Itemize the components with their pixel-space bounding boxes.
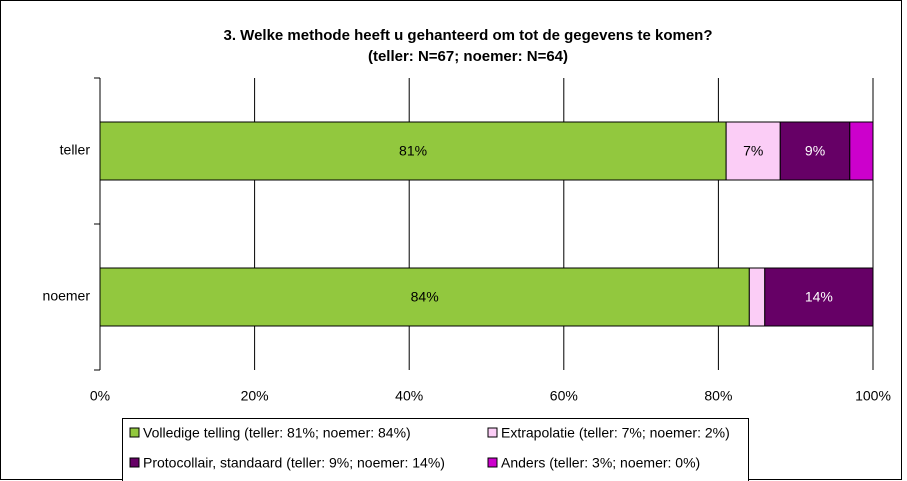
legend-swatch <box>487 457 498 468</box>
legend-label: Protocollair, standaard (teller: 9%; noe… <box>143 455 445 471</box>
data-label: 9% <box>805 143 825 159</box>
legend-swatch <box>129 427 140 438</box>
data-label: 14% <box>805 289 833 305</box>
legend-label: Extrapolatie (teller: 7%; noemer: 2%) <box>501 425 730 441</box>
x-tick-label: 20% <box>241 388 269 404</box>
x-tick-label: 60% <box>550 388 578 404</box>
bar-segment <box>849 121 874 181</box>
x-tick-label: 80% <box>704 388 732 404</box>
legend-label: Anders (teller: 3%; noemer: 0%) <box>501 455 700 471</box>
data-label: 7% <box>743 143 763 159</box>
x-tick-label: 40% <box>395 388 423 404</box>
data-label: 84% <box>411 289 439 305</box>
legend-box <box>122 418 749 481</box>
x-tick-label: 0% <box>90 388 110 404</box>
legend-label: Volledige telling (teller: 81%; noemer: … <box>143 425 411 441</box>
data-label: 81% <box>399 143 427 159</box>
bar-segment <box>779 121 851 181</box>
legend-swatch <box>487 427 498 438</box>
bar-segment <box>748 267 766 327</box>
bar-segment <box>764 267 874 327</box>
legend-swatch <box>129 457 140 468</box>
chart-subtitle: (teller: N=67; noemer: N=64) <box>368 48 568 65</box>
y-tick-label: noemer <box>43 288 91 304</box>
y-tick-label: teller <box>60 142 91 158</box>
x-tick-label: 100% <box>855 388 891 404</box>
chart-title: 3. Welke methode heeft u gehanteerd om t… <box>224 27 713 44</box>
